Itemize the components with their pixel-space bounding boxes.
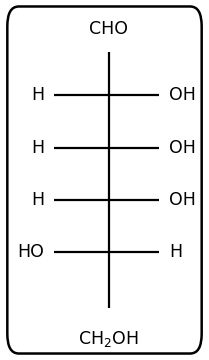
Text: H: H — [31, 191, 44, 209]
Text: CH$_2$OH: CH$_2$OH — [78, 329, 139, 350]
FancyBboxPatch shape — [7, 6, 202, 354]
Text: HO: HO — [17, 243, 44, 261]
Text: OH: OH — [169, 86, 196, 104]
Text: CHO: CHO — [89, 20, 128, 38]
Text: OH: OH — [169, 139, 196, 157]
Text: H: H — [169, 243, 182, 261]
Text: OH: OH — [169, 191, 196, 209]
Text: H: H — [31, 86, 44, 104]
Text: H: H — [31, 139, 44, 157]
